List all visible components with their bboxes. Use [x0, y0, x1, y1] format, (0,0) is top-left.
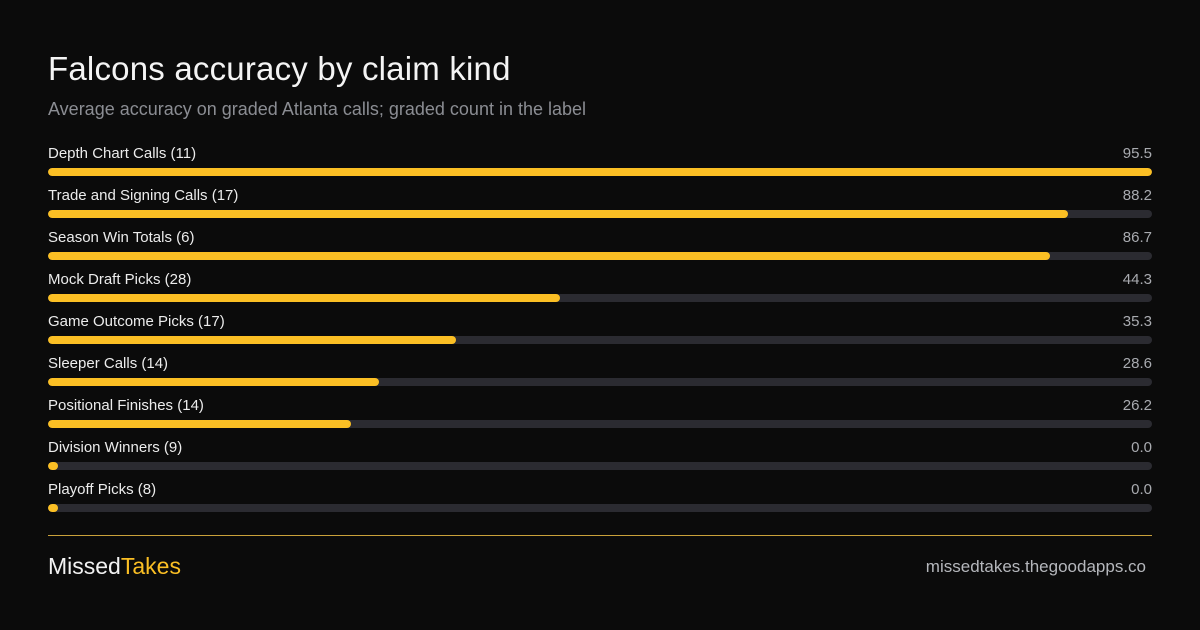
bar-value-label: 95.5: [1122, 145, 1152, 162]
bar-row: Positional Finishes (14) 26.2: [48, 396, 1152, 438]
bar-row: Division Winners (9) 0.0: [48, 438, 1152, 480]
bar-value-label: 44.3: [1122, 271, 1152, 288]
footer-divider: [48, 535, 1152, 536]
bar-fill: [48, 504, 58, 512]
brand-logo: MissedTakes: [48, 553, 181, 580]
bar-chart: Depth Chart Calls (11) 95.5 Trade and Sign…: [48, 144, 1152, 522]
bar-value-label: 0.0: [1131, 439, 1152, 456]
bar-row: Game Outcome Picks (17) 35.3: [48, 312, 1152, 354]
bar-track: [48, 378, 1152, 386]
bar-row: Sleeper Calls (14) 28.6: [48, 354, 1152, 396]
bar-value-label: 86.7: [1122, 229, 1152, 246]
bar-fill: [48, 252, 1051, 260]
bar-label: Depth Chart Calls (11): [48, 145, 197, 162]
bar-fill: [48, 420, 351, 428]
bar-track: [48, 210, 1152, 218]
bar-track: [48, 462, 1152, 470]
site-url: missedtakes.thegoodapps.co: [925, 557, 1146, 576]
bar-fill: [48, 168, 1152, 176]
bar-label: Game Outcome Picks (17): [48, 313, 225, 330]
chart-title: Falcons accuracy by claim kind: [48, 50, 511, 87]
bar-row: Depth Chart Calls (11) 95.5: [48, 144, 1152, 186]
bar-track: [48, 504, 1152, 512]
bar-fill: [48, 378, 379, 386]
bar-fill: [48, 294, 561, 302]
bar-value-label: 88.2: [1122, 187, 1152, 204]
brand-name-part1: Missed: [48, 553, 121, 579]
bar-label: Division Winners (9): [48, 439, 183, 456]
bar-row: Season Win Totals (6) 86.7: [48, 228, 1152, 270]
bar-label: Positional Finishes (14): [48, 397, 204, 414]
bar-label: Trade and Signing Calls (17): [48, 187, 239, 204]
bar-label: Sleeper Calls (14): [48, 355, 169, 372]
bar-track: [48, 336, 1152, 344]
bar-value-label: 26.2: [1122, 397, 1152, 414]
bar-fill: [48, 462, 58, 470]
bar-fill: [48, 336, 457, 344]
bar-value-label: 35.3: [1122, 313, 1152, 330]
bar-label: Mock Draft Picks (28): [48, 271, 192, 288]
bar-track: [48, 252, 1152, 260]
bar-track: [48, 294, 1152, 302]
bar-track: [48, 168, 1152, 176]
brand-name-part2: Takes: [120, 553, 181, 579]
bar-value-label: 0.0: [1131, 481, 1152, 498]
bar-track: [48, 420, 1152, 428]
bar-row: Mock Draft Picks (28) 44.3: [48, 270, 1152, 312]
bar-fill: [48, 210, 1068, 218]
bar-row: Trade and Signing Calls (17) 88.2: [48, 186, 1152, 228]
bar-label: Playoff Picks (8): [48, 481, 157, 498]
bar-row: Playoff Picks (8) 0.0: [48, 480, 1152, 522]
bar-label: Season Win Totals (6): [48, 229, 195, 246]
chart-subtitle: Average accuracy on graded Atlanta calls…: [48, 99, 587, 119]
bar-value-label: 28.6: [1122, 355, 1152, 372]
